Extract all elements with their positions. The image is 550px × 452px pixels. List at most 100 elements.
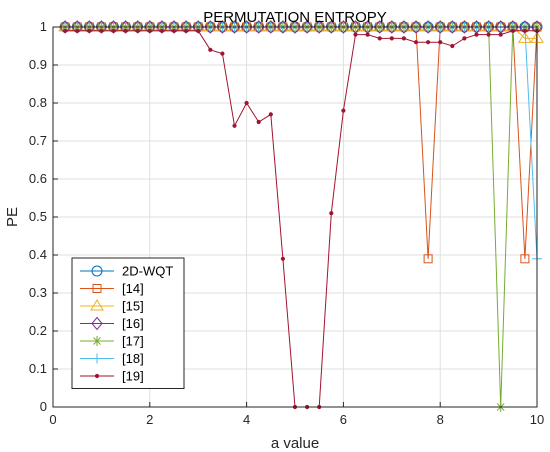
data-point	[132, 20, 144, 34]
data-point	[265, 20, 277, 34]
marker-diamond	[156, 20, 168, 34]
data-point	[486, 32, 491, 37]
y-tick-label: 0.8	[29, 95, 47, 110]
data-point	[156, 20, 168, 34]
data-point	[75, 28, 80, 33]
data-point	[413, 40, 419, 45]
marker-diamond	[204, 20, 216, 34]
data-point	[63, 28, 68, 33]
marker-diamond	[446, 20, 458, 34]
data-point	[313, 20, 325, 34]
marker-point	[87, 28, 92, 33]
x-tick-label: 4	[243, 412, 250, 427]
data-point	[438, 40, 443, 45]
marker-diamond	[71, 20, 83, 34]
marker-point	[329, 211, 334, 216]
data-point	[474, 32, 479, 37]
marker-square	[423, 254, 433, 264]
marker-point	[196, 28, 201, 33]
marker-point	[365, 32, 370, 37]
data-point	[423, 254, 433, 264]
data-point	[365, 32, 370, 37]
legend-label: [14]	[122, 281, 144, 296]
data-point	[171, 28, 177, 33]
legend-entry: [16]	[80, 316, 144, 331]
legend-marker	[92, 353, 102, 364]
data-point	[147, 28, 152, 33]
x-tick-label: 8	[437, 412, 444, 427]
data-point	[204, 20, 216, 34]
marker-diamond	[398, 20, 410, 34]
marker-point	[184, 28, 189, 33]
marker-diamond	[434, 20, 446, 34]
legend-marker	[91, 265, 103, 277]
legend-label: [18]	[122, 351, 144, 366]
marker-point	[171, 28, 177, 33]
data-point	[208, 47, 213, 52]
data-point	[135, 28, 140, 33]
y-tick-label: 0.3	[29, 285, 47, 300]
marker-point	[426, 40, 431, 45]
marker-point	[94, 373, 100, 379]
data-point	[498, 32, 503, 37]
data-point	[398, 20, 410, 34]
legend-marker	[90, 299, 104, 311]
data-point	[422, 20, 434, 34]
y-tick-label: 0.9	[29, 57, 47, 72]
marker-asterisk-d2	[93, 337, 101, 345]
y-tick-label: 1	[40, 19, 47, 34]
marker-diamond	[216, 20, 229, 34]
data-point	[192, 20, 204, 34]
legend-label: [16]	[122, 316, 144, 331]
data-point	[377, 36, 382, 41]
marker-diamond	[132, 20, 144, 34]
marker-point	[438, 40, 443, 45]
marker-diamond	[265, 20, 277, 34]
marker-point	[498, 32, 503, 37]
data-point	[240, 20, 253, 34]
legend-marker	[92, 284, 102, 293]
marker-diamond	[144, 20, 156, 34]
data-point	[522, 28, 528, 33]
marker-diamond	[386, 20, 398, 34]
chart-title: PERMUTATION ENTROPY	[203, 9, 387, 26]
marker-diamond	[107, 20, 120, 34]
data-point	[510, 28, 515, 33]
marker-diamond	[119, 20, 132, 34]
legend-label: [17]	[122, 334, 144, 349]
marker-point	[474, 32, 479, 37]
data-point	[159, 28, 164, 33]
marker-point	[462, 36, 467, 41]
marker-diamond	[313, 20, 325, 34]
y-tick-label: 0.5	[29, 209, 47, 224]
marker-diamond	[301, 20, 313, 34]
data-point	[337, 20, 350, 34]
data-point	[59, 20, 71, 34]
marker-point	[522, 28, 528, 33]
data-point	[268, 112, 273, 117]
marker-point	[486, 32, 491, 37]
data-point	[95, 20, 108, 34]
marker-point	[220, 51, 225, 56]
data-point	[196, 28, 201, 33]
legend-entry: [15]	[80, 299, 144, 314]
marker-point	[353, 32, 358, 37]
marker-point	[99, 28, 104, 33]
marker-diamond	[180, 20, 192, 34]
x-tick-label: 10	[530, 412, 544, 427]
marker-point	[280, 256, 285, 261]
data-point	[401, 36, 406, 41]
y-tick-label: 0.1	[29, 361, 47, 376]
legend-marker	[91, 316, 103, 331]
data-point	[277, 20, 289, 34]
legend-marker	[92, 336, 102, 346]
marker-point	[389, 36, 394, 41]
marker-point	[159, 28, 164, 33]
y-tick-label: 0.4	[29, 247, 47, 262]
data-point	[83, 20, 95, 34]
data-point	[520, 254, 530, 264]
marker-diamond	[325, 20, 337, 34]
marker-diamond	[192, 20, 204, 34]
marker-circle	[91, 265, 103, 277]
